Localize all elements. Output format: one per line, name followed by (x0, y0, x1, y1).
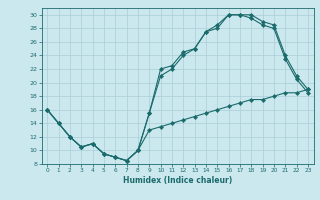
X-axis label: Humidex (Indice chaleur): Humidex (Indice chaleur) (123, 176, 232, 185)
